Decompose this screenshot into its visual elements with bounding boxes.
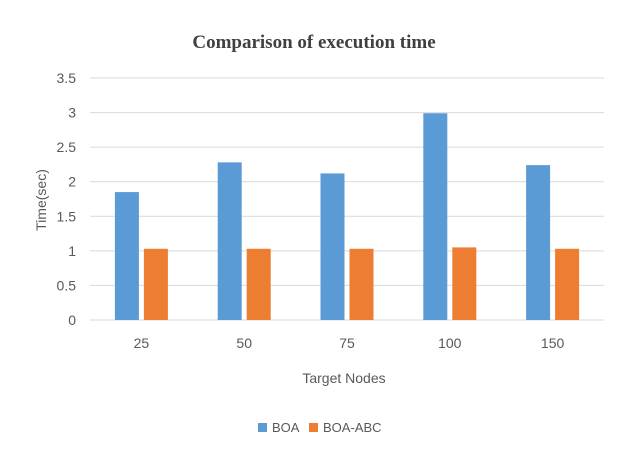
legend-swatch-boa-abc	[309, 423, 318, 432]
y-tick-label: 1.5	[57, 208, 77, 224]
y-axis-label: Time(sec)	[33, 169, 49, 231]
gridlines	[90, 77, 604, 321]
x-tick-label: 50	[236, 335, 252, 351]
x-axis-ticks: 25 50 75 100 150	[134, 335, 565, 351]
y-tick-label: 0	[68, 312, 76, 328]
x-tick-label: 100	[438, 335, 462, 351]
y-tick-label: 1	[68, 243, 76, 259]
bar-boa-abc-50	[246, 248, 271, 320]
chart-title: Comparison of execution time	[192, 32, 435, 53]
y-tick-label: 3	[68, 105, 76, 121]
bar-boa-abc-75	[349, 248, 374, 320]
y-tick-label: 2	[68, 174, 76, 190]
x-tick-label: 75	[339, 335, 355, 351]
bar-boa-abc-150	[555, 248, 580, 320]
y-tick-label: 0.5	[57, 277, 77, 293]
bar-boa-150	[526, 165, 551, 320]
y-axis-ticks: 0 0.5 1 1.5 2 2.5 3 3.5	[57, 70, 77, 328]
bar-boa-abc-25	[143, 248, 168, 320]
bar-boa-25	[114, 192, 139, 320]
y-tick-label: 2.5	[57, 139, 77, 155]
bar-boa-50	[217, 162, 242, 320]
x-axis-label: Target Nodes	[302, 370, 385, 386]
y-tick-label: 3.5	[57, 70, 77, 86]
legend-label-boa: BOA	[272, 420, 300, 435]
bars	[114, 113, 580, 321]
bar-boa-abc-100	[452, 247, 477, 320]
legend-swatch-boa	[258, 423, 267, 432]
x-tick-label: 150	[541, 335, 565, 351]
bar-boa-100	[423, 113, 448, 321]
x-tick-label: 25	[134, 335, 150, 351]
legend-label-boa-abc: BOA-ABC	[323, 420, 382, 435]
legend: BOA BOA-ABC	[258, 420, 382, 435]
bar-boa-75	[320, 173, 345, 320]
